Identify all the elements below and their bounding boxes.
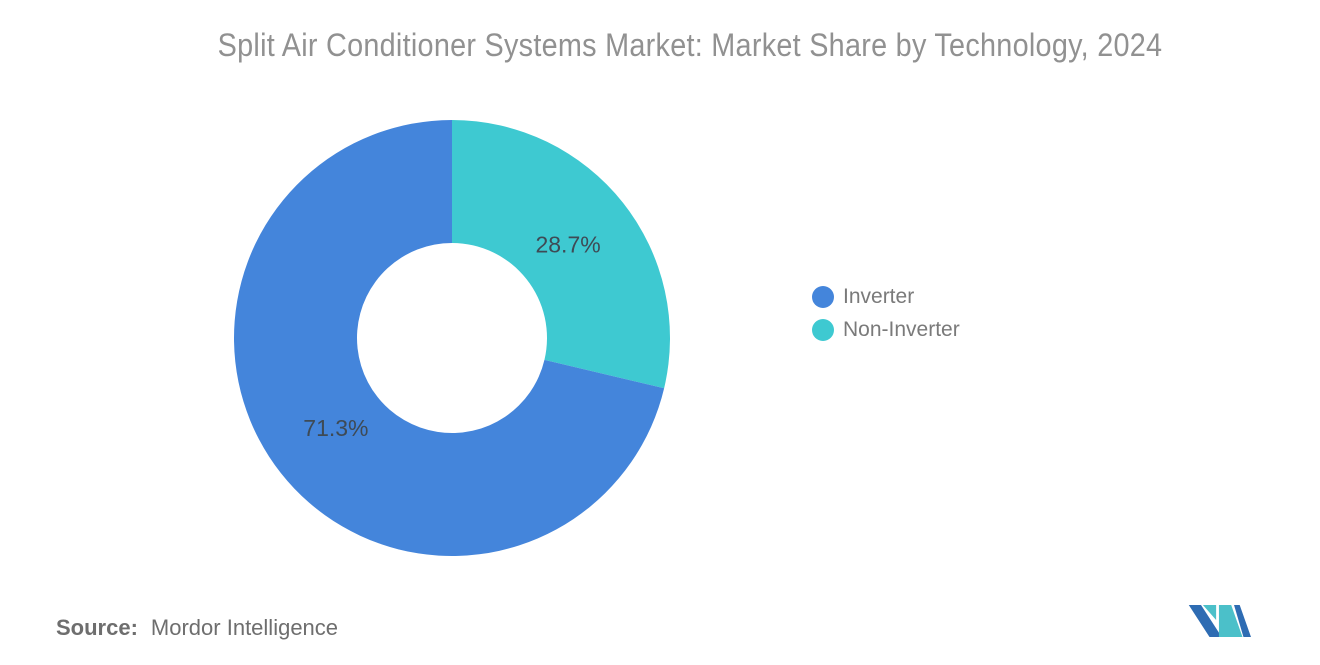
legend-swatch-inverter-icon [812,286,834,308]
legend-label-inverter: Inverter [843,285,915,308]
donut-slice-inverter[interactable] [233,120,665,556]
source-note: Source: Mordor Intelligence [56,615,338,641]
legend: Inverter Non-Inverter [812,285,960,341]
legend-swatch-non-inverter-icon [812,319,834,341]
slice-label-inverter: 71.3% [303,415,368,441]
legend-item-non-inverter[interactable]: Non-Inverter [812,318,960,341]
donut-slice-non-inverter[interactable] [452,120,670,389]
legend-label-non-inverter: Non-Inverter [843,318,960,341]
source-value: Mordor Intelligence [150,615,339,640]
chart-title: Split Air Conditioner Systems Market: Ma… [217,27,1163,63]
source-label: Source: [56,615,138,640]
mordor-intelligence-logo [1188,604,1251,638]
donut-chart: 28.7% 71.3% [233,120,670,556]
legend-item-inverter[interactable]: Inverter [812,285,960,308]
slice-label-non-inverter: 28.7% [535,231,600,257]
